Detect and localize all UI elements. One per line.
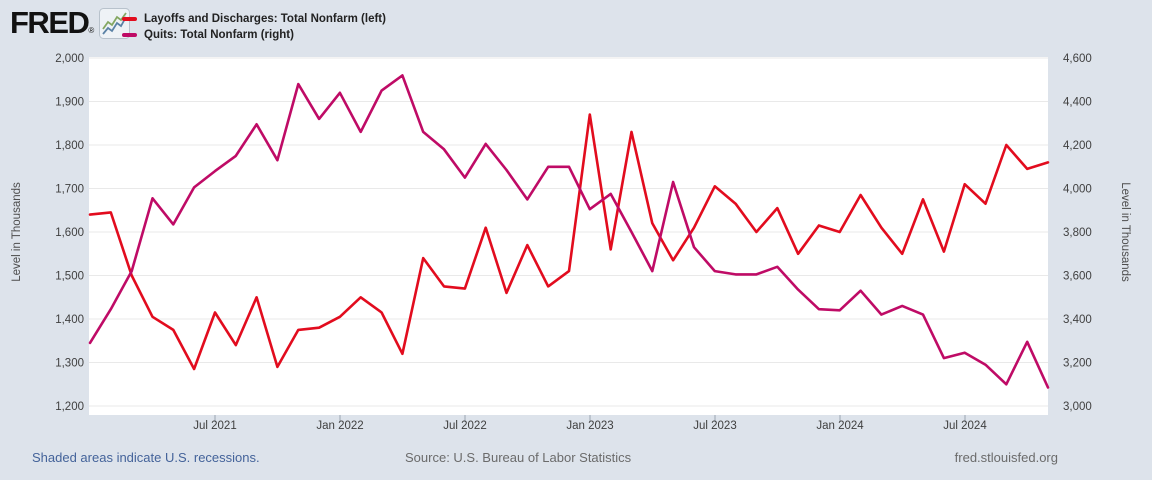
fred-logo-text: FRED (10, 5, 90, 40)
x-tick-label: Jan 2024 (816, 420, 864, 432)
gridlines (89, 57, 1048, 407)
legend: Layoffs and Discharges: Total Nonfarm (l… (122, 11, 386, 43)
fred-site-link[interactable]: fred.stlouisfed.org (954, 450, 1058, 465)
x-tick-label: Jul 2023 (693, 420, 736, 432)
x-axis-labels: Jul 2021 Jan 2022 Jul 2022 Jan 2023 Jul … (193, 420, 987, 432)
legend-label: Layoffs and Discharges: Total Nonfarm (l… (144, 12, 386, 25)
y-right-tick-label: 4,400 (1063, 97, 1092, 109)
y-left-tick-label: 1,200 (55, 401, 84, 413)
header: FRED® (10, 7, 131, 39)
x-tick-label: Jul 2022 (443, 420, 486, 432)
y-left-tick-label: 1,300 (55, 358, 84, 370)
legend-label: Quits: Total Nonfarm (right) (144, 28, 294, 41)
quits-line[interactable] (88, 74, 1050, 389)
recession-note-link[interactable]: Shaded areas indicate U.S. recessions. (32, 450, 260, 465)
y-left-tick-label: 1,500 (55, 271, 84, 283)
y-left-tick-label: 1,600 (55, 227, 84, 239)
y-axis-left-labels: 2,000 1,900 1,800 1,700 1,600 1,500 1,40… (55, 53, 84, 413)
source-text: Source: U.S. Bureau of Labor Statistics (405, 450, 632, 465)
x-tick-label: Jan 2023 (566, 420, 613, 432)
x-axis-ticks (214, 415, 966, 422)
x-tick-label: Jan 2022 (316, 420, 363, 432)
fred-logo[interactable]: FRED® (10, 7, 94, 38)
y-right-tick-label: 3,400 (1063, 314, 1092, 326)
y-left-tick-label: 1,700 (55, 184, 84, 196)
x-tick-label: Jul 2021 (193, 420, 236, 432)
y-left-tick-label: 1,900 (55, 97, 84, 109)
y-right-tick-label: 3,000 (1063, 401, 1092, 413)
legend-item-quits[interactable]: Quits: Total Nonfarm (right) (122, 27, 386, 43)
y-left-tick-label: 2,000 (55, 53, 84, 65)
registered-mark-icon: ® (88, 26, 95, 35)
y-axis-right-labels: 4,600 4,400 4,200 4,000 3,800 3,600 3,40… (1063, 53, 1092, 413)
x-tick-label: Jul 2024 (943, 420, 987, 432)
legend-item-layoffs[interactable]: Layoffs and Discharges: Total Nonfarm (l… (122, 11, 386, 27)
layoffs-swatch-icon (122, 17, 137, 21)
y-right-tick-label: 3,600 (1063, 271, 1092, 283)
y-right-tick-label: 4,200 (1063, 140, 1092, 152)
y-right-tick-label: 3,200 (1063, 358, 1092, 370)
y-left-tick-label: 1,400 (55, 314, 84, 326)
plot-area (89, 57, 1048, 415)
y-right-tick-label: 4,000 (1063, 184, 1092, 196)
y-axis-left-title: Level in Thousands (11, 182, 23, 282)
quits-swatch-icon (122, 33, 137, 37)
y-left-tick-label: 1,800 (55, 140, 84, 152)
layoffs-line[interactable] (88, 113, 1050, 371)
y-right-tick-label: 3,800 (1063, 227, 1092, 239)
y-right-tick-label: 4,600 (1063, 53, 1092, 65)
y-axis-right-title: Level in Thousands (1119, 182, 1131, 282)
